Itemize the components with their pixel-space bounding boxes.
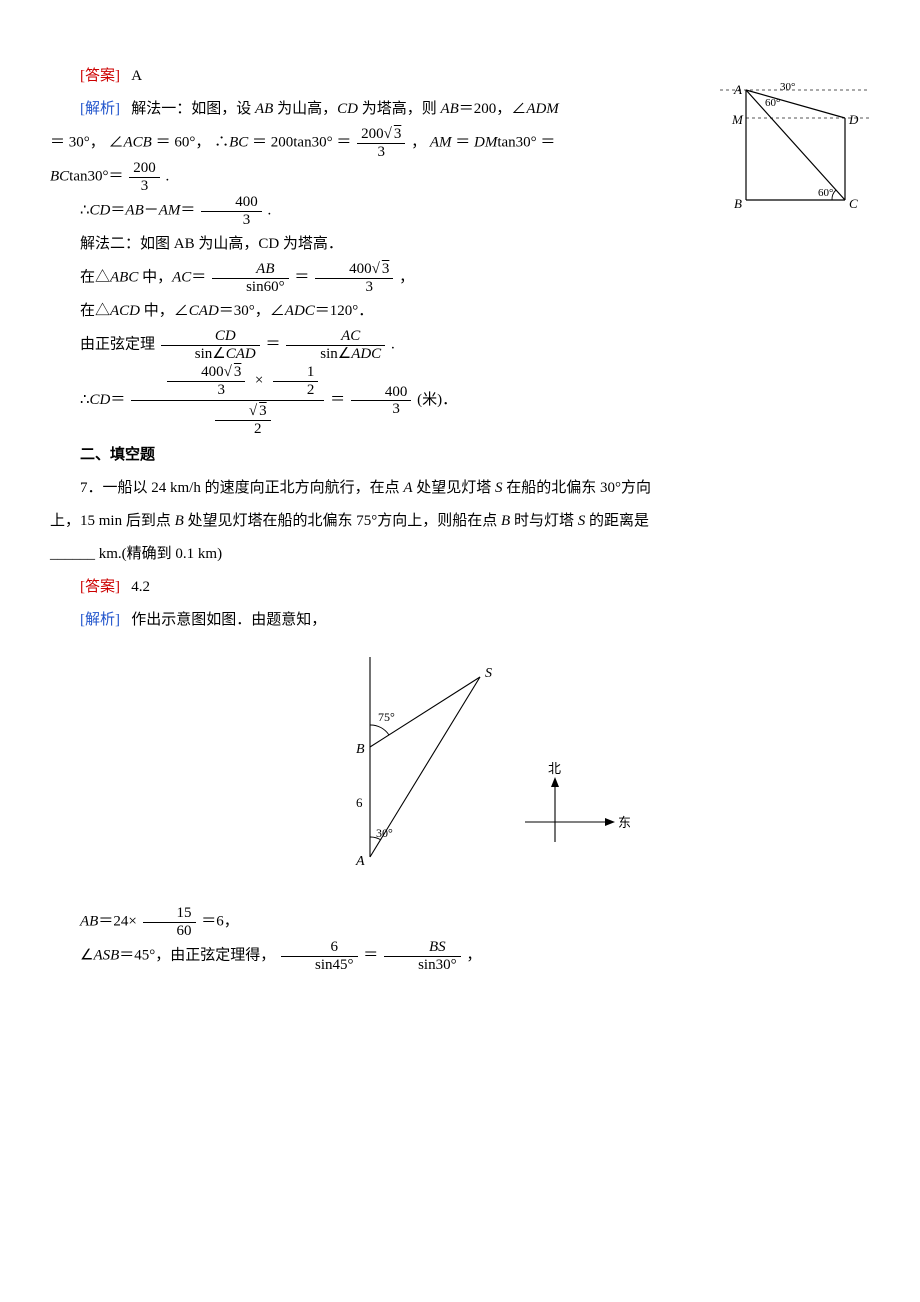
calc-line-11: ∠ASB＝45°，由正弦定理得， 6sin45° ＝ BSsin30° ， xyxy=(50,939,870,973)
analysis-line-9: ∴CD＝ 400√33 × 12 √32 ＝ 4003 (米)． xyxy=(50,362,870,439)
analysis-line-2a: [解析] 作出示意图如图．由题意知， xyxy=(50,604,870,637)
answer-value-2: 4.2 xyxy=(131,579,150,595)
q7-line1: 7．一船以 24 km/h 的速度向正北方向航行，在点 A 处望见灯塔 S 在船… xyxy=(50,472,870,505)
frac-200s3-3: 200√33 xyxy=(357,126,405,160)
geometry-diagram-top: A M D B C 30° 60° 60° xyxy=(720,80,870,215)
analysis-label-2: [解析] xyxy=(80,612,120,628)
frac-big: 400√33 × 12 √32 xyxy=(131,362,324,439)
answer-line-2: [答案] 4.2 xyxy=(50,571,870,604)
frac-400-3b: 4003 xyxy=(351,384,412,418)
svg-text:S: S xyxy=(485,666,492,681)
svg-text:6: 6 xyxy=(356,795,363,810)
answer-value: A xyxy=(131,68,142,84)
svg-text:B: B xyxy=(356,742,365,757)
calc-line-10: AB＝24× 1560 ＝6， xyxy=(50,905,870,939)
frac-15-60: 1560 xyxy=(143,905,196,939)
svg-text:30°: 30° xyxy=(780,81,795,93)
svg-text:A: A xyxy=(733,82,742,97)
svg-text:60°: 60° xyxy=(818,187,833,199)
q7-line2: 上，15 min 后到点 B 处望见灯塔在船的北偏东 75°方向上，则船在点 B… xyxy=(50,505,870,538)
bearing-diagram: B A S 75° 30° 6 北 东 xyxy=(50,647,870,890)
frac-bs-sin30: BSsin30° xyxy=(384,939,461,973)
answer-label-2: [答案] xyxy=(80,579,120,595)
analysis-line-7: 在△ACD 中，∠CAD＝30°，∠ADC＝120°． xyxy=(50,295,870,328)
analysis-line-5: 解法二：如图 AB 为山高，CD 为塔高． xyxy=(50,228,870,261)
svg-text:B: B xyxy=(734,196,742,211)
svg-text:A: A xyxy=(355,854,365,869)
analysis-line-6: 在△ABC 中，AC＝ ABsin60° ＝ 400√33 ， xyxy=(50,261,870,295)
analysis-label: [解析] xyxy=(80,101,120,117)
svg-text:M: M xyxy=(731,112,744,127)
svg-text:75°: 75° xyxy=(378,710,395,724)
frac-ac-sinadc: ACsin∠ADC xyxy=(286,328,385,362)
analysis-line-8: 由正弦定理 CDsin∠CAD ＝ ACsin∠ADC . xyxy=(50,328,870,362)
frac-200-3: 2003 xyxy=(129,160,160,194)
svg-text:D: D xyxy=(848,112,859,127)
svg-text:东: 东 xyxy=(618,815,630,830)
svg-text:C: C xyxy=(849,196,858,211)
frac-cd-sincad: CDsin∠CAD xyxy=(161,328,260,362)
frac-6-sin45: 6sin45° xyxy=(281,939,358,973)
svg-text:30°: 30° xyxy=(376,826,393,840)
q7-line3: ______ km.(精确到 0.1 km) xyxy=(50,538,870,571)
answer-label: [答案] xyxy=(80,68,120,84)
svg-text:北: 北 xyxy=(548,761,561,776)
frac-400s3-3: 400√33 xyxy=(315,261,393,295)
frac-400-3a: 4003 xyxy=(201,194,262,228)
svg-text:60°: 60° xyxy=(765,97,780,109)
section-2-heading: 二、填空题 xyxy=(50,439,870,472)
frac-ab-sin60: ABsin60° xyxy=(212,261,289,295)
